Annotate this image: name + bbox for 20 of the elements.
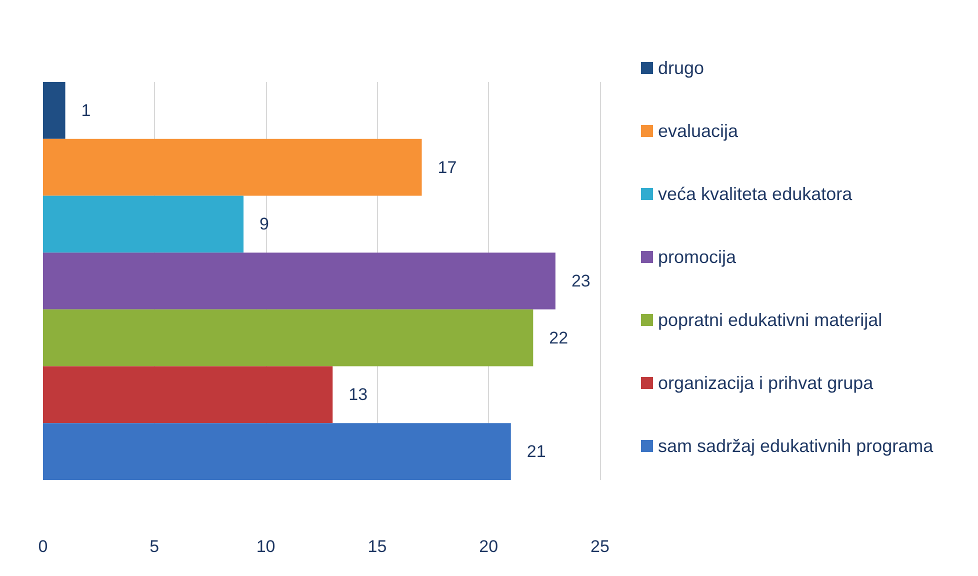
data-label: 17 (438, 158, 457, 177)
data-label: 21 (526, 442, 546, 462)
data-label: 9 (260, 214, 269, 234)
x-tick-label: 20 (479, 537, 498, 556)
x-tick-label: 15 (368, 537, 387, 556)
legend-label: sam sadržaj edukativnih programa (658, 436, 934, 456)
x-tick-label: 5 (150, 537, 160, 556)
data-label: 23 (571, 272, 590, 290)
legend-label: drugo (658, 58, 704, 78)
x-tick-label: 0 (38, 537, 48, 556)
x-tick-label: 25 (590, 537, 610, 556)
legend-label: organizacija i prihvat grupa (658, 373, 874, 393)
data-label: 22 (549, 328, 568, 348)
data-label: 1 (81, 100, 91, 120)
x-tick-label: 10 (256, 537, 276, 556)
legend-label: veća kvaliteta edukatora (658, 184, 854, 204)
legend-label: promocija (658, 247, 738, 267)
legend-label: popratni edukativni materijal (658, 310, 882, 330)
legend-label: evaluacija (658, 121, 740, 141)
data-label: 13 (348, 385, 368, 404)
